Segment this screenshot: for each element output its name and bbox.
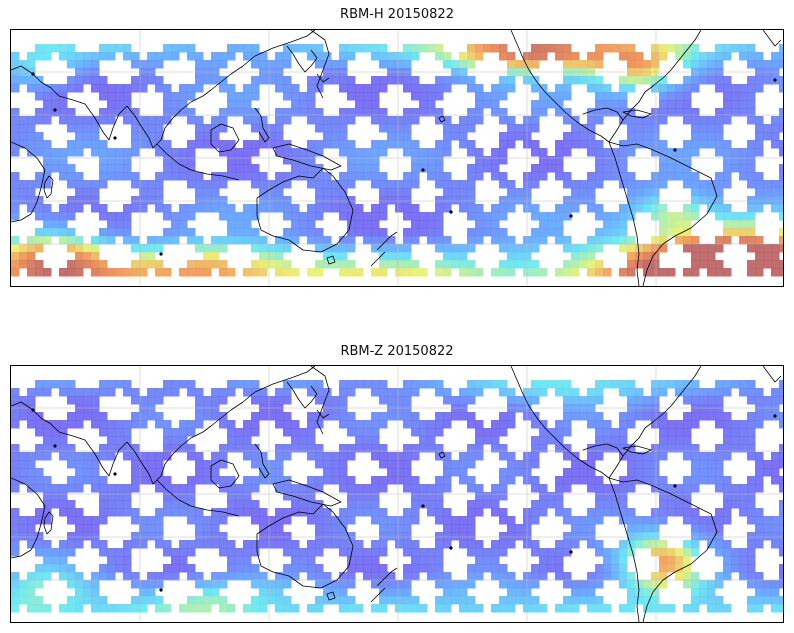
rbm-z-coast-south-america xyxy=(608,477,718,622)
rbm-z-coast-tasmania xyxy=(326,591,336,601)
rbm-h-coastlines xyxy=(11,30,782,286)
map-canvas-rbm-h xyxy=(11,30,783,286)
rbm-h-coast-australia xyxy=(256,167,354,253)
rbm-z-coast-alaska xyxy=(310,366,330,435)
map-panel-rbm-h xyxy=(10,29,784,287)
rbm-h-island-4 xyxy=(569,214,573,218)
rbm-z-coast-new-guinea xyxy=(272,479,342,507)
map-panel-rbm-z xyxy=(10,365,784,623)
rbm-z-island-5 xyxy=(159,588,163,592)
panel-title-rbm-z: RBM-Z 20150822 xyxy=(340,344,454,359)
rbm-z-gridlines xyxy=(11,366,783,622)
rbm-z-island-1 xyxy=(113,472,117,476)
rbm-h-coast-se-asia xyxy=(126,30,316,149)
rbm-h-coast-greenland-edge xyxy=(762,30,782,47)
rbm-z-coastlines xyxy=(11,366,782,622)
rbm-z-island-4 xyxy=(569,550,573,554)
rbm-h-coast-hawaii xyxy=(438,115,446,123)
rbm-z-coast-madagascar xyxy=(43,511,54,535)
rbm-h-coast-borneo xyxy=(210,123,240,153)
rbm-h-coast-cuba xyxy=(622,109,652,119)
rbm-z-coast-hawaii xyxy=(438,451,446,459)
rbm-h-coast-south-america xyxy=(608,141,718,286)
rbm-h-island-8 xyxy=(31,72,35,76)
rbm-z-island-7 xyxy=(773,414,777,418)
rbm-h-island-5 xyxy=(159,252,163,256)
rbm-z-coast-australia xyxy=(256,503,354,589)
rbm-h-coast-philippines xyxy=(254,107,270,143)
rbm-z-coast-new-zealand xyxy=(370,567,398,603)
rbm-h-coast-gulf-mexico xyxy=(582,107,624,121)
rbm-z-data-cells xyxy=(11,380,783,613)
rbm-h-coast-north-america-west xyxy=(510,30,610,143)
rbm-h-island-6 xyxy=(673,148,677,152)
map-canvas-rbm-z xyxy=(11,366,783,622)
rbm-z-coast-sumatra-java xyxy=(156,479,240,517)
rbm-z-island-2 xyxy=(449,546,453,550)
rbm-h-coast-new-guinea xyxy=(272,143,342,171)
rbm-h-coast-new-zealand xyxy=(370,231,398,267)
rbm-z-coast-africa-east-coast xyxy=(11,477,46,559)
rbm-h-island-1 xyxy=(113,136,117,140)
rbm-h-coast-korea-japan xyxy=(286,45,330,83)
rbm-z-coast-gulf-mexico xyxy=(582,443,624,457)
rbm-z-coast-korea-japan xyxy=(286,381,330,419)
rbm-z-island-0 xyxy=(53,444,57,448)
rbm-z-coast-borneo xyxy=(210,459,240,489)
rbm-h-island-3 xyxy=(421,168,425,172)
rbm-h-coast-arabia-india xyxy=(11,65,128,141)
rbm-h-coast-africa-east-coast xyxy=(11,141,46,223)
rbm-h-coast-sumatra-java xyxy=(156,143,240,181)
rbm-h-island-0 xyxy=(53,108,57,112)
panel-title-rbm-h: RBM-H 20150822 xyxy=(340,7,454,22)
rbm-h-coast-madagascar xyxy=(43,175,54,199)
rbm-z-island-8 xyxy=(31,408,35,412)
rbm-z-coast-cuba xyxy=(622,445,652,455)
rbm-h-coast-tasmania xyxy=(326,255,336,265)
rbm-h-gridlines xyxy=(11,30,783,286)
rbm-z-coast-greenland-edge xyxy=(762,366,782,383)
rbm-h-data-cells xyxy=(11,44,783,277)
rbm-z-island-6 xyxy=(673,484,677,488)
rbm-h-coast-alaska xyxy=(310,30,330,99)
rbm-z-coast-north-america-west xyxy=(510,366,610,479)
rbm-z-coast-se-asia xyxy=(126,366,316,485)
rbm-h-island-2 xyxy=(449,210,453,214)
rbm-z-coast-philippines xyxy=(254,443,270,479)
rbm-h-island-7 xyxy=(773,78,777,82)
rbm-z-coast-arabia-india xyxy=(11,401,128,477)
rbm-z-island-3 xyxy=(421,504,425,508)
